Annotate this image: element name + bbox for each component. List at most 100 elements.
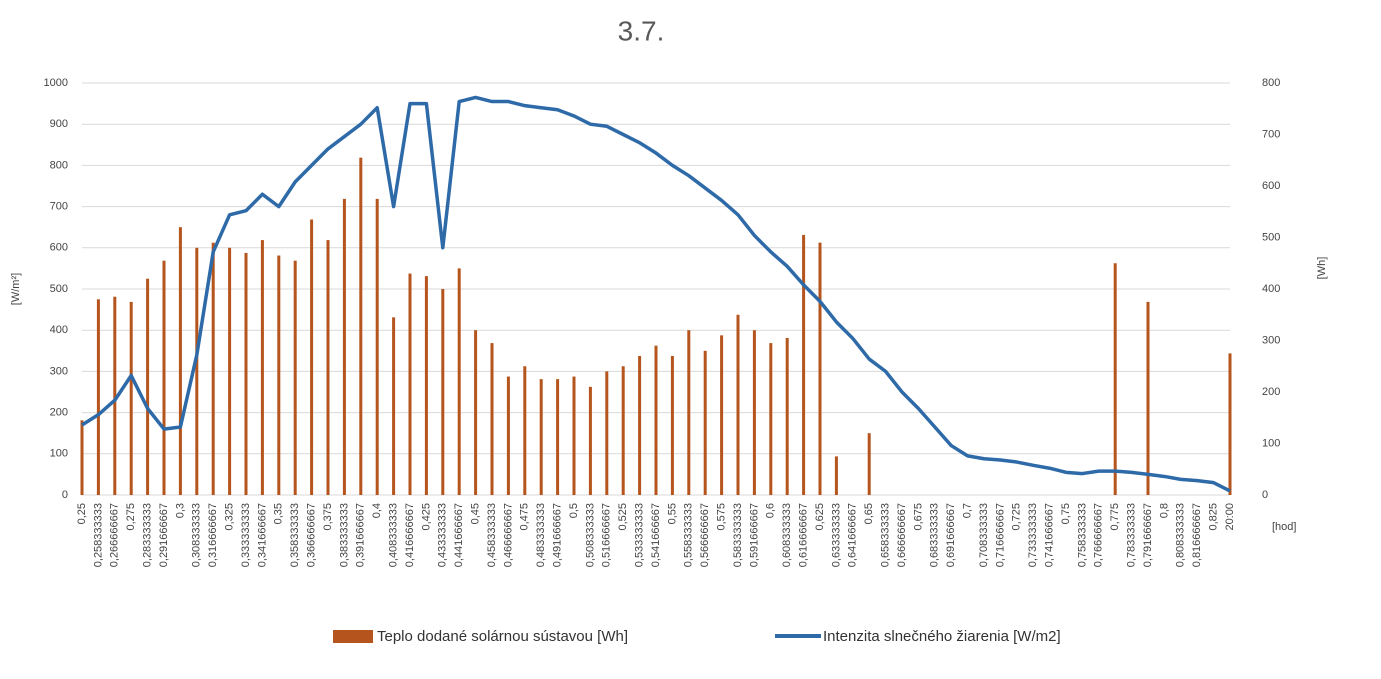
x-tick-label: 0,441666667 bbox=[453, 503, 465, 567]
bar bbox=[310, 219, 314, 495]
bar bbox=[802, 234, 806, 496]
bar bbox=[506, 376, 510, 495]
x-tick-label: 0,658333333 bbox=[880, 503, 892, 567]
x-tick-label: 0,391666667 bbox=[355, 503, 367, 567]
y2-tick-label: 200 bbox=[1262, 386, 1280, 398]
y-axis-label: [W/m²] bbox=[10, 273, 22, 305]
x-tick-label: 0,25 bbox=[76, 503, 88, 524]
x-tick-label: 0,741666667 bbox=[1044, 503, 1056, 567]
bar bbox=[720, 335, 724, 495]
bar bbox=[146, 278, 150, 495]
bar bbox=[539, 379, 543, 495]
x-tick-label: 0,541666667 bbox=[650, 503, 662, 567]
x-tick-label: 0,291666667 bbox=[158, 503, 170, 567]
bar bbox=[588, 386, 592, 495]
x-tick-label: 0,425 bbox=[420, 503, 432, 531]
x-tick-label: 0,8 bbox=[1158, 503, 1170, 518]
x-tick-label: 0,4 bbox=[371, 503, 383, 518]
x-tick-label: 0,758333333 bbox=[1076, 503, 1088, 567]
bar bbox=[834, 456, 838, 495]
x-tick-label: 0,566666667 bbox=[699, 503, 711, 567]
x-tick-label: 0,533333333 bbox=[634, 503, 646, 567]
bar bbox=[228, 247, 232, 495]
x-tick-label: 0,65 bbox=[863, 503, 875, 524]
x-tick-label: 0,666666667 bbox=[896, 503, 908, 567]
x-tick-label: 0,75 bbox=[1060, 503, 1072, 524]
y-tick-label: 800 bbox=[50, 159, 68, 171]
bar bbox=[359, 157, 363, 496]
bar bbox=[195, 247, 199, 495]
x-tick-label: 0,641666667 bbox=[847, 503, 859, 567]
bar bbox=[1228, 353, 1232, 495]
bar bbox=[277, 255, 281, 495]
x-tick-label: 0,783333333 bbox=[1126, 503, 1138, 567]
x-tick-label: 0,808333333 bbox=[1175, 503, 1187, 567]
y2-tick-label: 500 bbox=[1262, 231, 1280, 243]
x-tick-label: 0,416666667 bbox=[404, 503, 416, 567]
x-tick-label: 0,608333333 bbox=[781, 503, 793, 567]
x-tick-label: 0,625 bbox=[814, 503, 826, 531]
x-tick-label: 0,483333333 bbox=[535, 503, 547, 567]
bar bbox=[260, 240, 264, 495]
y2-tick-label: 400 bbox=[1262, 283, 1280, 295]
x-tick-label: 20:00 bbox=[1224, 503, 1236, 531]
bar bbox=[424, 276, 428, 495]
bar bbox=[654, 345, 658, 495]
y-tick-label: 0 bbox=[62, 489, 68, 501]
x-tick-label: 0,35 bbox=[273, 503, 285, 524]
bar bbox=[392, 317, 396, 495]
bar bbox=[572, 376, 576, 495]
bar bbox=[375, 198, 379, 495]
bar bbox=[1113, 263, 1117, 495]
x-tick-label: 0,516666667 bbox=[601, 503, 613, 567]
x-tick-label: 0,466666667 bbox=[502, 503, 514, 567]
x-tick-label: 0,358333333 bbox=[289, 503, 301, 567]
bar bbox=[687, 330, 691, 495]
y2-tick-label: 700 bbox=[1262, 128, 1280, 140]
y-tick-label: 600 bbox=[50, 242, 68, 254]
bar bbox=[490, 343, 494, 495]
bar bbox=[1146, 301, 1150, 495]
x-tick-label: 0,766666667 bbox=[1093, 503, 1105, 567]
y-tick-label: 700 bbox=[50, 201, 68, 213]
bar bbox=[818, 242, 822, 495]
x-tick-label: 0,708333333 bbox=[978, 503, 990, 567]
x-tick-label: 0,583333333 bbox=[732, 503, 744, 567]
y2-tick-label: 800 bbox=[1262, 77, 1280, 89]
y-tick-label: 300 bbox=[50, 365, 68, 377]
bar bbox=[457, 268, 461, 495]
x-tick-label: 0,266666667 bbox=[109, 503, 121, 567]
x-tick-label: 0,491666667 bbox=[552, 503, 564, 567]
x-axis-label: [hod] bbox=[1272, 521, 1296, 533]
x-tick-label: 0,816666667 bbox=[1191, 503, 1203, 567]
x-tick-label: 0,408333333 bbox=[388, 503, 400, 567]
x-tick-label: 0,258333333 bbox=[92, 503, 104, 567]
bar bbox=[96, 299, 100, 495]
x-tick-label: 0,691666667 bbox=[945, 503, 957, 567]
x-tick-label: 0,683333333 bbox=[929, 503, 941, 567]
y-tick-label: 200 bbox=[50, 407, 68, 419]
x-tick-label: 0,575 bbox=[716, 503, 728, 531]
bar bbox=[523, 366, 527, 495]
bar bbox=[785, 337, 789, 495]
x-tick-label: 0,525 bbox=[617, 503, 629, 531]
x-tick-label: 0,733333333 bbox=[1027, 503, 1039, 567]
x-tick-label: 0,7 bbox=[962, 503, 974, 518]
y-tick-label: 900 bbox=[50, 118, 68, 130]
legend-swatch bbox=[333, 630, 373, 643]
y2-tick-label: 600 bbox=[1262, 180, 1280, 192]
x-tick-label: 0,716666667 bbox=[994, 503, 1006, 567]
bar bbox=[736, 314, 740, 495]
y2-axis-label: [Wh] bbox=[1316, 257, 1328, 280]
x-tick-label: 0,283333333 bbox=[142, 503, 154, 567]
x-tick-label: 0,458333333 bbox=[486, 503, 498, 567]
x-tick-label: 0,333333333 bbox=[240, 503, 252, 567]
bar bbox=[621, 366, 625, 495]
x-tick-label: 0,791666667 bbox=[1142, 503, 1154, 567]
x-tick-label: 0,558333333 bbox=[683, 503, 695, 567]
x-tick-label: 0,5 bbox=[568, 503, 580, 518]
bar bbox=[670, 355, 674, 495]
bar bbox=[605, 371, 609, 495]
x-tick-label: 0,366666667 bbox=[306, 503, 318, 567]
